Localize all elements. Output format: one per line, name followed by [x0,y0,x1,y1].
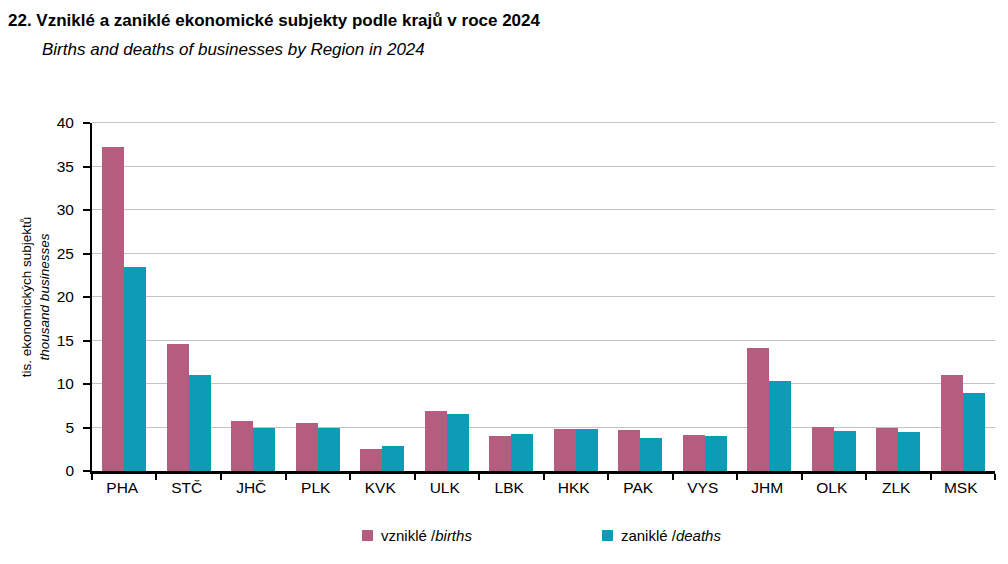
legend: vzniklé / births zaniklé / deaths [90,527,993,544]
bar-deaths-STČ [189,375,211,471]
y-axis: 0510152025303540 [0,123,90,471]
y-tick-mark-20 [83,296,90,298]
legend-label-cz: vzniklé / [381,527,435,544]
x-label-JHM: JHM [735,479,800,497]
x-label-ULK: ULK [413,479,478,497]
y-tick-mark-0 [83,470,90,472]
x-label-ZLK: ZLK [864,479,929,497]
x-label-PAK: PAK [606,479,671,497]
bar-deaths-PHA [124,267,146,471]
bar-deaths-VYS [705,436,727,471]
y-tick-label-35: 35 [57,158,74,176]
bar-group-PLK [286,123,351,471]
bar-deaths-OLK [834,431,856,471]
x-label-PLK: PLK [284,479,349,497]
y-tick-mark-40 [83,122,90,124]
bar-deaths-JHČ [253,428,275,472]
legend-entry-deaths: zaniklé / deaths [602,527,721,544]
bar-group-HKK [544,123,609,471]
legend-swatch-deaths [602,530,613,541]
bar-deaths-ULK [447,414,469,471]
y-tick-label-5: 5 [65,419,74,437]
bar-births-LBK [489,436,511,471]
x-tick-mark-14 [994,474,996,480]
x-label-STČ: STČ [155,479,220,497]
bar-births-OLK [812,427,834,471]
y-tick-label-10: 10 [57,375,74,393]
y-tick-label-25: 25 [57,245,74,263]
x-label-LBK: LBK [477,479,542,497]
y-tick-mark-10 [83,383,90,385]
y-tick-mark-25 [83,253,90,255]
bar-deaths-HKK [576,429,598,471]
bar-births-VYS [683,435,705,471]
legend-entry-births: vzniklé / births [362,527,472,544]
y-tick-mark-15 [83,340,90,342]
y-tick-label-30: 30 [57,201,74,219]
x-label-KVK: KVK [348,479,413,497]
bar-deaths-ZLK [898,432,920,471]
bar-group-VYS [673,123,738,471]
y-tick-label-15: 15 [57,332,74,350]
chart-page: 22. Vzniklé a zaniklé ekonomické subjekt… [0,0,1008,564]
bar-group-JHČ [221,123,286,471]
bar-births-JHČ [231,421,253,471]
bar-deaths-PAK [640,438,662,471]
bar-births-MSK [941,375,963,471]
plot-area [90,123,995,474]
bar-group-LBK [479,123,544,471]
bar-births-HKK [554,429,576,471]
y-tick-label-20: 20 [57,288,74,306]
bar-group-STČ [157,123,222,471]
bar-deaths-JHM [769,381,791,471]
y-tick-mark-30 [83,209,90,211]
x-label-PHA: PHA [90,479,155,497]
bar-births-PAK [618,430,640,471]
bar-group-ULK [415,123,480,471]
bar-births-ULK [425,411,447,471]
bar-deaths-MSK [963,393,985,471]
bar-births-ZLK [876,428,898,472]
x-axis-labels: PHASTČJHČPLKKVKULKLBKHKKPAKVYSJHMOLKZLKM… [90,479,993,499]
bar-group-PHA [92,123,157,471]
bar-deaths-KVK [382,446,404,471]
bar-births-JHM [747,348,769,471]
bar-group-PAK [608,123,673,471]
bar-births-STČ [167,344,189,471]
bar-deaths-PLK [318,428,340,472]
chart-title: 22. Vzniklé a zaniklé ekonomické subjekt… [8,11,540,31]
bar-births-PHA [102,147,124,471]
bar-group-ZLK [866,123,931,471]
bar-deaths-LBK [511,434,533,471]
y-tick-label-0: 0 [65,462,74,480]
y-tick-mark-5 [83,427,90,429]
chart-subtitle: Births and deaths of businesses by Regio… [42,40,425,60]
x-label-OLK: OLK [800,479,865,497]
bar-births-PLK [296,423,318,471]
bar-group-KVK [350,123,415,471]
legend-swatch-births [362,530,373,541]
x-label-JHČ: JHČ [219,479,284,497]
x-label-VYS: VYS [671,479,736,497]
y-tick-label-40: 40 [57,114,74,132]
legend-label-cz: zaniklé / [621,527,676,544]
legend-label-en: births [435,527,472,544]
legend-label-en: deaths [676,527,721,544]
bar-group-OLK [802,123,867,471]
x-label-MSK: MSK [929,479,994,497]
bar-births-KVK [360,449,382,471]
y-tick-mark-35 [83,166,90,168]
x-label-HKK: HKK [542,479,607,497]
bar-group-MSK [931,123,996,471]
bar-group-JHM [737,123,802,471]
